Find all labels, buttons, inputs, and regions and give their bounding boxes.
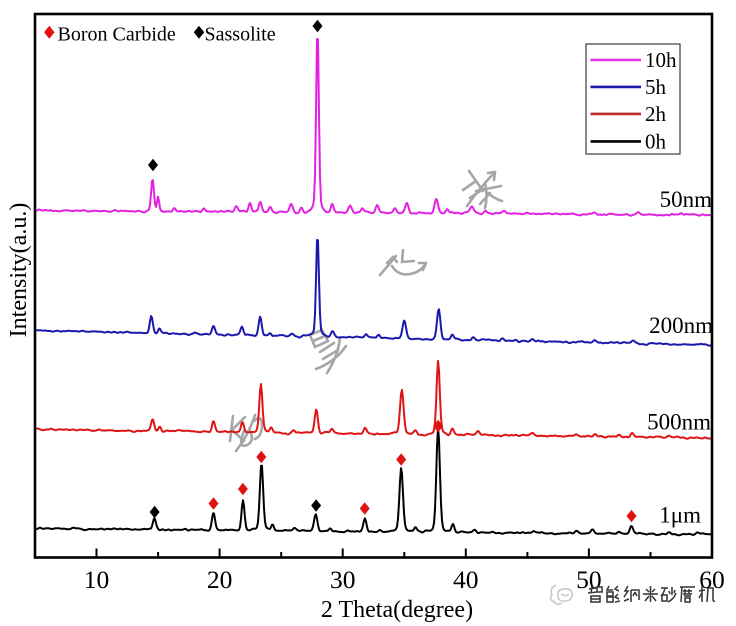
svg-text:50nm: 50nm — [660, 187, 713, 212]
svg-text:500nm: 500nm — [647, 410, 711, 435]
svg-text:20: 20 — [207, 565, 233, 594]
svg-text:200nm: 200nm — [649, 313, 713, 338]
svg-text:50: 50 — [576, 565, 602, 594]
svg-text:60: 60 — [699, 565, 725, 594]
svg-text:30: 30 — [330, 565, 356, 594]
svg-text:10h: 10h — [645, 48, 677, 72]
svg-text:Boron Carbide: Boron Carbide — [58, 24, 176, 46]
svg-text:2 Theta(degree): 2 Theta(degree) — [321, 597, 473, 623]
svg-text:Intensity(a.u.): Intensity(a.u.) — [6, 203, 32, 338]
svg-text:2h: 2h — [645, 102, 667, 126]
svg-text:10: 10 — [84, 565, 110, 594]
svg-text:1μm: 1μm — [659, 503, 701, 528]
svg-text:40: 40 — [453, 565, 479, 594]
svg-text:5h: 5h — [645, 75, 667, 99]
svg-text:0h: 0h — [645, 129, 667, 153]
svg-text:Sassolite: Sassolite — [205, 24, 276, 46]
